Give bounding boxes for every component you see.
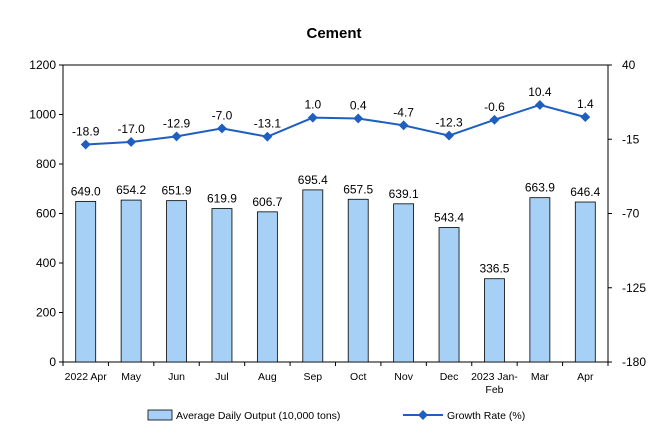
bar-value-label: 649.0 (71, 184, 101, 198)
bar (529, 197, 551, 363)
growth-value-label: -12.3 (435, 116, 463, 130)
bar (484, 278, 505, 363)
bar (75, 200, 97, 363)
legend: Average Daily Output (10,000 tons) Growt… (147, 409, 525, 422)
left-tick-label: 200 (36, 306, 56, 320)
x-category-label: Nov (394, 371, 413, 383)
growth-value-label: -13.1 (254, 117, 282, 131)
growth-marker (489, 114, 500, 125)
legend-line-label: Growth Rate (%) (447, 410, 525, 422)
bar (574, 201, 596, 363)
x-category-label: Oct (350, 371, 366, 383)
bar (166, 200, 187, 363)
line-data-labels: -18.9 -17.0 -12.9 -7.0 -13.1 1.0 0.4 -4.7 -12.3 -… (72, 85, 594, 139)
bar-value-label: 336.5 (479, 262, 509, 276)
x-category-label: Jul (215, 371, 228, 383)
x-category-label: 2022 Apr (65, 371, 108, 383)
growth-marker (126, 137, 137, 147)
growth-marker (444, 130, 454, 141)
x-category-label: Aug (258, 371, 277, 383)
legend-bar-label: Average Daily Output (10,000 tons) (176, 410, 340, 422)
growth-marker (307, 112, 318, 123)
bar (302, 189, 324, 363)
left-tick-label: 1000 (29, 108, 56, 122)
bar (347, 198, 369, 363)
chart-title: Cement (306, 25, 361, 42)
x-category-label: May (121, 371, 142, 383)
growth-marker (171, 131, 182, 142)
growth-value-label: -17.0 (117, 122, 145, 136)
x-category-label: Dec (440, 371, 459, 383)
growth-marker (534, 100, 545, 110)
growth-marker (398, 120, 409, 131)
bar (120, 199, 142, 363)
left-tick-label: 0 (49, 355, 56, 369)
growth-value-label: -18.9 (72, 125, 100, 139)
left-tick-label: 400 (36, 256, 56, 270)
left-tick-label: 1200 (29, 58, 56, 72)
growth-value-label: 1.0 (304, 98, 321, 112)
bar (256, 211, 278, 363)
line-series (80, 100, 591, 150)
legend-bar-swatch (147, 409, 173, 421)
x-category-label: Jun (168, 371, 185, 383)
legend-line-marker (418, 410, 428, 420)
left-tick-label: 600 (36, 207, 56, 221)
right-tick-label: -125 (622, 281, 646, 295)
bar (211, 208, 233, 363)
growth-value-label: -12.9 (163, 116, 191, 130)
growth-marker (262, 131, 273, 142)
x-category-label: Sep (303, 371, 322, 383)
growth-value-label: 10.4 (528, 85, 552, 99)
growth-value-label: -0.6 (484, 100, 505, 114)
bar-value-label: 657.5 (343, 182, 373, 196)
bar-value-label: 606.7 (252, 195, 282, 209)
right-tick-label: -180 (622, 355, 646, 369)
growth-value-label: -7.0 (212, 108, 233, 122)
left-axis: 0 200 400 600 800 1000 1200 (29, 58, 63, 369)
bar-value-label: 663.9 (525, 181, 555, 195)
right-tick-label: -15 (622, 132, 640, 146)
growth-marker (353, 113, 364, 124)
right-tick-label: -70 (622, 207, 640, 221)
growth-line (85, 103, 586, 146)
bar-value-label: 543.4 (434, 211, 464, 225)
growth-marker (80, 139, 91, 150)
x-category-label: Mar (531, 371, 550, 383)
growth-value-label: 0.4 (350, 98, 367, 112)
bar (438, 227, 460, 363)
bar-value-label: 654.2 (116, 183, 146, 197)
x-category-label: Feb (485, 384, 503, 396)
x-category-label: 2023 Jan- (471, 371, 518, 383)
bar-series (75, 189, 596, 363)
bar-value-label: 695.4 (298, 173, 328, 187)
bar-data-labels: 649.0 654.2 651.9 619.9 606.7 695.4 657.5 639.1… (71, 173, 601, 276)
bar-value-label: 639.1 (389, 187, 419, 201)
left-tick-label: 800 (36, 157, 56, 171)
growth-value-label: -4.7 (393, 105, 414, 119)
right-tick-label: 40 (622, 58, 636, 72)
growth-value-label: 1.4 (577, 97, 594, 111)
x-axis-categories: 2022 Apr May Jun Jul Aug Sep Oct Nov Dec 2023 Jan… (62, 362, 609, 396)
bar-value-label: 646.4 (570, 185, 600, 199)
growth-marker (217, 123, 227, 134)
bar-value-label: 619.9 (207, 192, 237, 206)
growth-marker (580, 112, 591, 123)
bar-value-label: 651.9 (162, 184, 192, 198)
right-axis: -180 -125 -70 -15 40 (608, 58, 646, 369)
x-category-label: Apr (577, 371, 594, 383)
bar (393, 203, 415, 363)
